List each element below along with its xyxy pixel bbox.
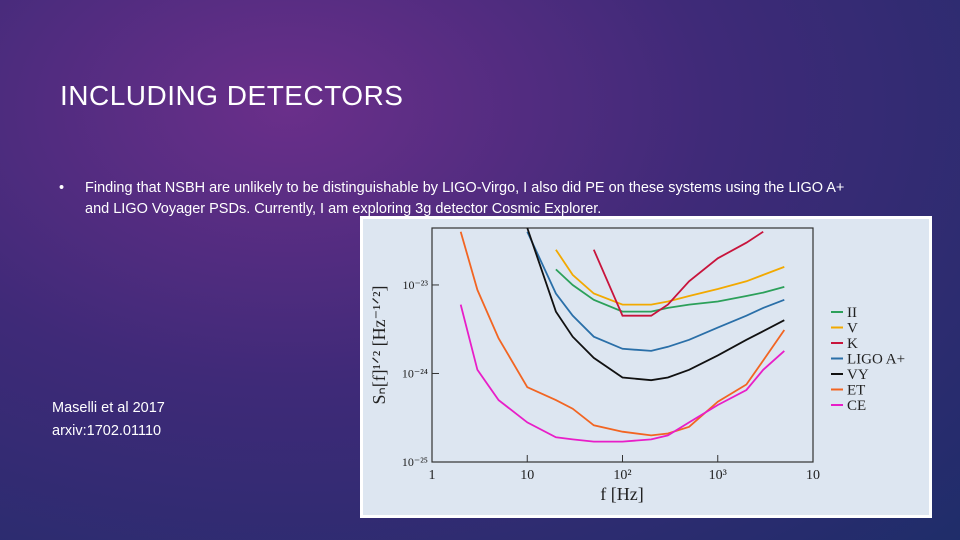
x-tick-label: 10³ <box>709 468 727 483</box>
legend-label: ET <box>847 383 865 399</box>
series-line <box>526 231 785 352</box>
citation: Maselli et al 2017 <box>52 400 165 416</box>
legend-label: LIGO A+ <box>847 352 905 368</box>
y-axis-label: Sₙ[f]¹ᐟ² [Hz⁻¹ᐟ²] <box>369 286 389 405</box>
image-background <box>363 219 929 515</box>
y-tick-label: 10⁻²³ <box>402 278 428 292</box>
bullet-text: Finding that NSBH are unlikely to be dis… <box>59 178 855 220</box>
series-line <box>459 304 785 443</box>
y-tick-label: 10⁻²⁵ <box>402 455 428 469</box>
x-tick-label: 10 <box>520 468 534 483</box>
legend-label: K <box>847 336 858 352</box>
x-tick-label: 1 <box>429 468 436 483</box>
series-line <box>459 231 786 437</box>
legend-label: V <box>847 321 858 337</box>
series-line <box>526 227 785 382</box>
y-tick-label: 10⁻²⁴ <box>402 366 428 380</box>
series-line <box>592 230 764 317</box>
slide-title: INCLUDING DETECTORS <box>60 80 404 111</box>
legend-label: VY <box>847 367 869 383</box>
legend-label: CE <box>847 398 866 414</box>
x-tick-label: 10 <box>806 468 820 483</box>
legend-label: II <box>847 305 857 321</box>
series-line <box>555 249 785 306</box>
citation: arxiv:1702.01110 <box>52 423 162 439</box>
x-tick-label: 10² <box>613 468 631 483</box>
x-axis-label: f [Hz] <box>600 484 643 504</box>
series-line <box>555 268 785 313</box>
